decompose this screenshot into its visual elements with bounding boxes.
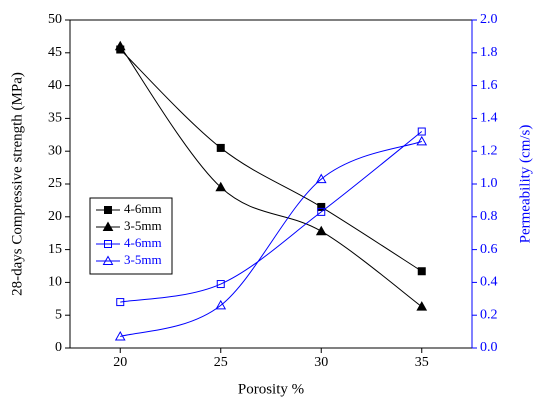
y-tick-label: 10 <box>48 275 62 290</box>
y-tick-label: 35 <box>48 111 62 126</box>
x-tick-label: 20 <box>113 355 127 370</box>
y2-tick-label: 0.8 <box>480 209 498 224</box>
y-axis-label: 28-days Compressive strength (MPa) <box>9 72 25 296</box>
y2-axis-label: Permeability (cm/s) <box>517 125 533 244</box>
series-line <box>120 140 422 337</box>
y-tick-label: 40 <box>48 78 62 93</box>
y-tick-label: 5 <box>55 307 62 322</box>
marker <box>215 181 227 192</box>
series-line <box>119 45 423 308</box>
marker <box>215 299 227 310</box>
y-tick-label: 15 <box>48 242 62 257</box>
x-axis-label: Porosity % <box>238 381 304 397</box>
marker <box>417 127 426 136</box>
y2-tick-label: 2.0 <box>480 12 498 27</box>
y-tick-label: 0 <box>55 340 62 355</box>
marker <box>216 280 225 289</box>
marker <box>317 202 326 211</box>
legend-label: 3-5mm <box>124 218 162 233</box>
legend-label: 4-6mm <box>124 235 162 250</box>
y-tick-label: 20 <box>48 209 62 224</box>
marker <box>416 301 428 311</box>
y2-tick-label: 1.8 <box>480 45 498 60</box>
marker <box>114 40 126 51</box>
marker <box>317 207 326 216</box>
y-tick-label: 45 <box>48 45 62 60</box>
y2-tick-label: 0.2 <box>480 307 498 322</box>
y2-tick-label: 1.2 <box>480 143 498 158</box>
marker <box>315 173 327 184</box>
x-tick-label: 25 <box>214 355 228 370</box>
y-tick-label: 30 <box>48 143 62 158</box>
y2-tick-label: 1.4 <box>480 111 498 126</box>
x-tick-label: 30 <box>314 355 328 370</box>
marker <box>416 135 428 146</box>
legend-marker <box>102 255 114 265</box>
y2-tick-label: 0.6 <box>480 242 498 257</box>
y2-tick-label: 0.0 <box>480 340 498 355</box>
y-tick-label: 50 <box>48 12 62 27</box>
y-tick-label: 25 <box>48 176 62 191</box>
legend-label: 4-6mm <box>124 201 162 216</box>
y2-tick-label: 0.4 <box>480 275 498 290</box>
marker <box>417 267 426 276</box>
marker <box>116 298 125 307</box>
y2-tick-label: 1.6 <box>480 78 498 93</box>
marker <box>114 331 126 341</box>
legend-marker <box>102 221 114 231</box>
y2-tick-label: 1.0 <box>480 176 498 191</box>
marker <box>315 225 327 236</box>
marker <box>216 143 225 152</box>
legend-label: 3-5mm <box>124 252 162 267</box>
legend-marker <box>104 206 112 214</box>
series-line <box>119 49 423 272</box>
x-tick-label: 35 <box>415 355 429 370</box>
series-line <box>120 131 423 303</box>
legend-marker <box>104 240 112 248</box>
